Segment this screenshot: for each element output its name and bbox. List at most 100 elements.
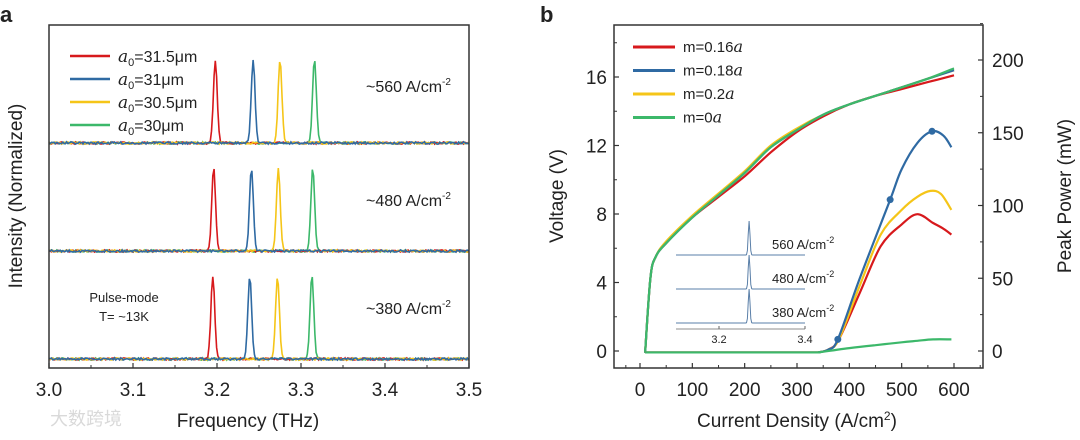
panel-b-y-label-left: Voltage (V) — [547, 149, 568, 243]
x-tick-label: 3.2 — [204, 380, 230, 401]
current-density-label: ~380 A/cm-2 — [366, 299, 451, 318]
inset-spectrum — [676, 288, 805, 324]
panel-a-group-labels: ~560 A/cm-2~480 A/cm-2~380 A/cm-2 — [366, 77, 451, 318]
panel-a-x-label: Frequency (THz) — [177, 411, 320, 432]
x-tick-label: 100 — [676, 380, 708, 401]
spectrum-trace-0-0 — [48, 60, 469, 146]
x-tick-label: 3.1 — [120, 380, 146, 401]
legend-subscript: 0 — [128, 80, 134, 92]
x-tick-label: 500 — [886, 380, 918, 401]
legend-label: =31μm — [134, 72, 184, 89]
spectrum-trace-0-1 — [48, 59, 470, 146]
spectrum-trace-1-3 — [48, 169, 470, 254]
power-marker — [928, 127, 936, 135]
y-right-tick-label: 150 — [992, 124, 1024, 145]
annotation-temperature: T= ~13K — [99, 309, 149, 324]
legend-item: m=0.16a — [683, 37, 743, 56]
legend-subscript: 0 — [128, 126, 134, 138]
spectrum-trace-0-3 — [48, 61, 470, 146]
x-tick-label: 0 — [635, 380, 646, 401]
legend-symbol: a — [725, 84, 735, 103]
legend-symbol: a — [713, 108, 723, 127]
legend-label: =31.5μm — [134, 49, 197, 66]
x-tick-label: 200 — [729, 380, 761, 401]
current-density-label: ~480 A/cm-2 — [366, 191, 451, 210]
panel-a-traces — [48, 59, 470, 362]
watermark: 大数跨境 — [50, 409, 122, 429]
legend-symbol: a — [118, 70, 128, 90]
spectrum-trace-2-1 — [48, 278, 470, 362]
panel-a: a 3.0 3.1 3.2 3.3 3.4 3.5 a0=31.5μma0=31μma0=… — [0, 2, 482, 432]
y-right-tick-label: 50 — [992, 269, 1013, 290]
inset-label-sup: -2 — [826, 303, 834, 313]
legend-symbol: a — [118, 93, 128, 113]
panel-a-x-ticks: 3.0 3.1 3.2 3.3 3.4 3.5 — [36, 363, 482, 401]
voltage-curve-m=0a — [644, 67, 955, 353]
x-tick-label: 3.3 — [288, 380, 314, 401]
panel-b-y-label-right: Peak Power (mW) — [1055, 119, 1076, 273]
power-curve-m=0.18a — [645, 129, 953, 354]
legend-label: m=0.2 — [683, 86, 725, 103]
y-left-tick-label: 16 — [586, 68, 607, 89]
legend-symbol: a — [118, 116, 128, 136]
y-left-tick-label: 0 — [596, 342, 607, 363]
inset-label-text: 380 A/cm — [772, 305, 826, 320]
inset-spectrum — [676, 220, 805, 256]
legend-item: a0=31μm — [118, 70, 184, 92]
spectrum-trace-1-2 — [48, 168, 469, 254]
legend-label: m=0 — [683, 110, 713, 127]
legend-item: m=0.18a — [683, 61, 743, 80]
y-left-tick-label: 8 — [596, 205, 607, 226]
y-left-tick-label: 4 — [596, 274, 607, 295]
x-tick-label: 3.5 — [456, 380, 482, 401]
x-tick-label: 400 — [833, 380, 865, 401]
legend-item: m=0.2a — [683, 84, 735, 103]
inset-label-sup: -2 — [826, 269, 834, 279]
legend-subscript: 0 — [128, 103, 134, 115]
inset-spectrum — [676, 254, 805, 290]
x-tick-label: 600 — [938, 380, 970, 401]
legend-subscript: 0 — [128, 57, 134, 69]
panel-b-series — [644, 67, 955, 354]
inset-label-sup: -2 — [826, 235, 834, 245]
label-sup: -2 — [442, 191, 451, 202]
inset-label: 380 A/cm-2 — [772, 303, 834, 320]
inset-label-text: 560 A/cm — [772, 237, 826, 252]
legend-label: =30.5μm — [134, 95, 197, 112]
label-text: ~380 A/cm — [366, 301, 442, 318]
label-sup: -2 — [442, 77, 451, 88]
inset-label: 560 A/cm-2 — [772, 235, 834, 252]
legend-item: m=0a — [683, 108, 722, 127]
legend-label: =30μm — [134, 118, 184, 135]
x-tick-label: 3.4 — [372, 380, 399, 401]
panel-b-frame — [613, 24, 984, 369]
label-text: ~560 A/cm — [366, 79, 442, 96]
legend-item: a0=30.5μm — [118, 93, 197, 115]
legend-item: a0=30μm — [118, 116, 184, 138]
y-right-tick-label: 100 — [992, 197, 1024, 218]
current-density-label: ~560 A/cm-2 — [366, 77, 451, 96]
power-marker — [834, 335, 842, 343]
power-marker — [886, 196, 894, 204]
panel-b-x-label: Current Density (A/cm2) — [697, 409, 897, 432]
legend-label: m=0.16 — [683, 39, 733, 56]
inset-x-tick-label: 3.2 — [711, 334, 726, 346]
panel-b-label: b — [540, 2, 553, 27]
panel-b-ticks: 0 100 200 300 400 500 600 0 4 8 12 16 0 50 100 150 200 — [586, 23, 1024, 401]
legend-symbol: a — [118, 47, 128, 67]
x-tick-label: 300 — [781, 380, 813, 401]
x-tick-label: 3.0 — [36, 380, 62, 401]
y-right-tick-label: 0 — [992, 342, 1003, 363]
panel-a-label: a — [0, 2, 13, 27]
panel-a-y-label: Intensity (Normalized) — [6, 104, 27, 289]
label-sup: -2 — [442, 299, 451, 310]
spectrum-trace-0-2 — [48, 61, 470, 146]
label-text: ~480 A/cm — [366, 193, 442, 210]
power-curve-m=0a — [645, 338, 952, 354]
inset-label-text: 480 A/cm — [772, 271, 826, 286]
y-left-tick-label: 12 — [586, 137, 607, 158]
